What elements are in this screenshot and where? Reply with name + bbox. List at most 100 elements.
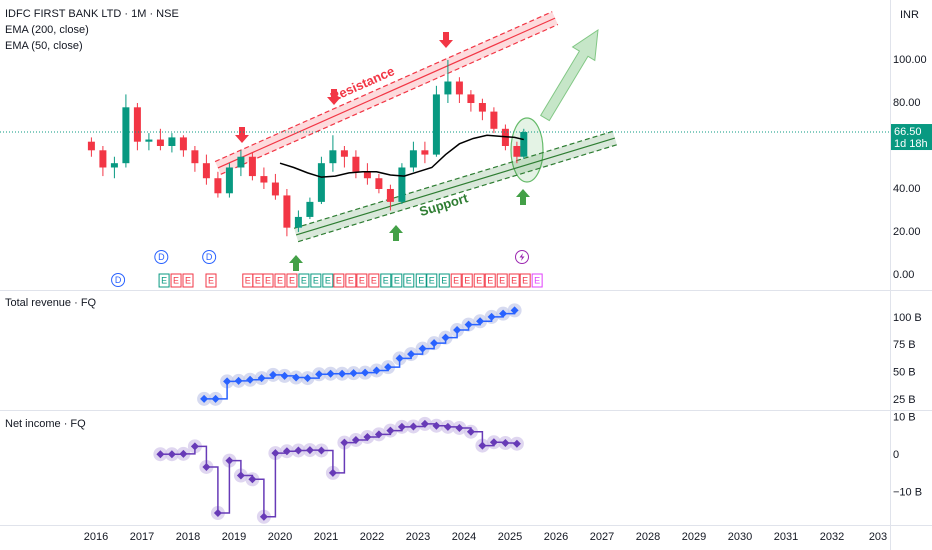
earnings-marker: E xyxy=(496,273,508,288)
pane-title: Net income · FQ xyxy=(5,418,86,430)
point-marker xyxy=(418,344,427,353)
point-marker xyxy=(476,317,485,326)
point-marker xyxy=(234,376,243,385)
dividend-label: D xyxy=(158,252,165,262)
candle-body xyxy=(386,188,394,202)
earnings-box xyxy=(298,273,310,288)
earnings-box xyxy=(333,273,345,288)
indicator-label: EMA (50, close) xyxy=(5,40,83,52)
point-marker xyxy=(409,422,418,431)
point-marker xyxy=(443,422,452,431)
x-tick-label: 2026 xyxy=(544,531,568,543)
currency-label: INR xyxy=(900,9,919,21)
earnings-box xyxy=(158,273,170,288)
y-tick-label: 0.00 xyxy=(893,269,914,281)
earnings-marker: E xyxy=(415,273,427,288)
dividend-circle xyxy=(202,250,217,264)
point-marker xyxy=(372,366,381,375)
earnings-label: E xyxy=(511,275,517,285)
point-marker xyxy=(430,339,439,348)
point-marker xyxy=(179,449,188,458)
point-marker xyxy=(259,512,268,521)
y-tick-label: 25 B xyxy=(893,394,916,406)
point-marker xyxy=(282,447,291,456)
earnings-label: E xyxy=(406,275,412,285)
earnings-box xyxy=(450,273,462,288)
candle-body xyxy=(271,182,279,196)
point-marker xyxy=(223,377,232,386)
candle-body xyxy=(87,141,95,151)
point-marker xyxy=(225,456,234,465)
candle-body xyxy=(110,163,118,168)
earnings-marker: E xyxy=(391,273,403,288)
point-marker xyxy=(441,333,450,342)
point-marker xyxy=(466,427,475,436)
candle-body xyxy=(421,150,429,155)
earnings-label: E xyxy=(441,275,447,285)
y-tick-label: 40.00 xyxy=(893,183,921,195)
candle-body xyxy=(317,163,325,202)
candle-body xyxy=(214,178,222,194)
point-marker xyxy=(340,438,349,447)
countdown-label: 1d 18h xyxy=(894,138,928,150)
earnings-marker: E xyxy=(368,273,380,288)
earnings-label: E xyxy=(185,275,191,285)
split-icon xyxy=(515,250,529,264)
dividend-circle xyxy=(154,250,169,264)
x-tick-label: 203 xyxy=(869,531,887,543)
dividend-marker: D xyxy=(111,273,126,287)
candle-body xyxy=(478,103,486,112)
red-arrow xyxy=(439,32,453,48)
earnings-box xyxy=(484,273,496,288)
earnings-box xyxy=(182,273,194,288)
earnings-box xyxy=(205,273,217,288)
candle-body xyxy=(179,137,187,151)
point-marker xyxy=(269,370,278,379)
x-tick-label: 2016 xyxy=(84,531,108,543)
step-line xyxy=(217,460,231,514)
point-marker xyxy=(211,394,220,403)
point-marker xyxy=(236,471,245,480)
indicator-label: EMA (200, close) xyxy=(5,24,89,36)
x-tick-label: 2020 xyxy=(268,531,292,543)
x-tick-label: 2027 xyxy=(590,531,614,543)
x-tick-label: 2030 xyxy=(728,531,752,543)
point-marker xyxy=(246,375,255,384)
earnings-box xyxy=(426,273,438,288)
earnings-label: E xyxy=(289,275,295,285)
point-marker xyxy=(317,446,326,455)
candle-body xyxy=(133,107,141,142)
candle-body xyxy=(340,150,348,157)
earnings-box xyxy=(310,273,322,288)
point-marker xyxy=(328,468,337,477)
point-marker xyxy=(455,423,464,432)
earnings-marker: E xyxy=(484,273,496,288)
point-marker xyxy=(248,475,257,484)
candle-body xyxy=(145,139,153,142)
projection-arrow xyxy=(540,28,599,122)
point-marker xyxy=(487,312,496,321)
earnings-marker: E xyxy=(438,273,450,288)
earnings-box xyxy=(519,273,531,288)
x-tick-label: 2022 xyxy=(360,531,384,543)
earnings-marker: E xyxy=(310,273,322,288)
y-tick-label: 100 B xyxy=(893,312,922,324)
candle-body xyxy=(99,150,107,168)
earnings-marker: E xyxy=(356,273,368,288)
point-marker xyxy=(294,446,303,455)
dividend-label: D xyxy=(206,252,213,262)
earnings-marker: E xyxy=(380,273,392,288)
point-marker xyxy=(453,326,462,335)
earnings-label: E xyxy=(336,275,342,285)
earnings-label: E xyxy=(487,275,493,285)
step-line xyxy=(263,453,277,518)
y-tick-label: −10 B xyxy=(893,486,922,498)
point-marker xyxy=(384,363,393,372)
point-marker xyxy=(190,442,199,451)
earnings-marker: E xyxy=(286,273,298,288)
earnings-box xyxy=(322,273,334,288)
dividend-circle xyxy=(111,273,126,287)
earnings-marker: E xyxy=(182,273,194,288)
point-marker xyxy=(213,509,222,518)
